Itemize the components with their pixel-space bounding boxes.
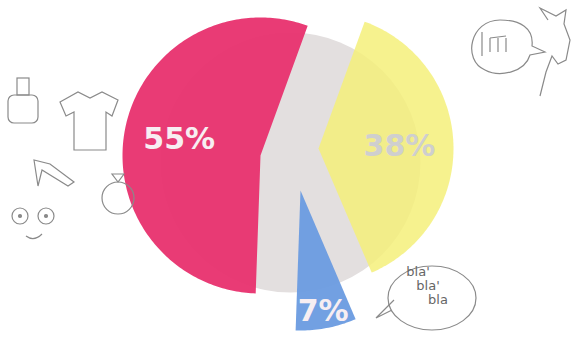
svg-text:38%: 38% — [364, 128, 436, 163]
svg-text:7%: 7% — [298, 293, 349, 328]
svg-text:55%: 55% — [143, 121, 215, 156]
svg-text:bla'bla'bla: bla'bla'bla — [406, 264, 448, 307]
